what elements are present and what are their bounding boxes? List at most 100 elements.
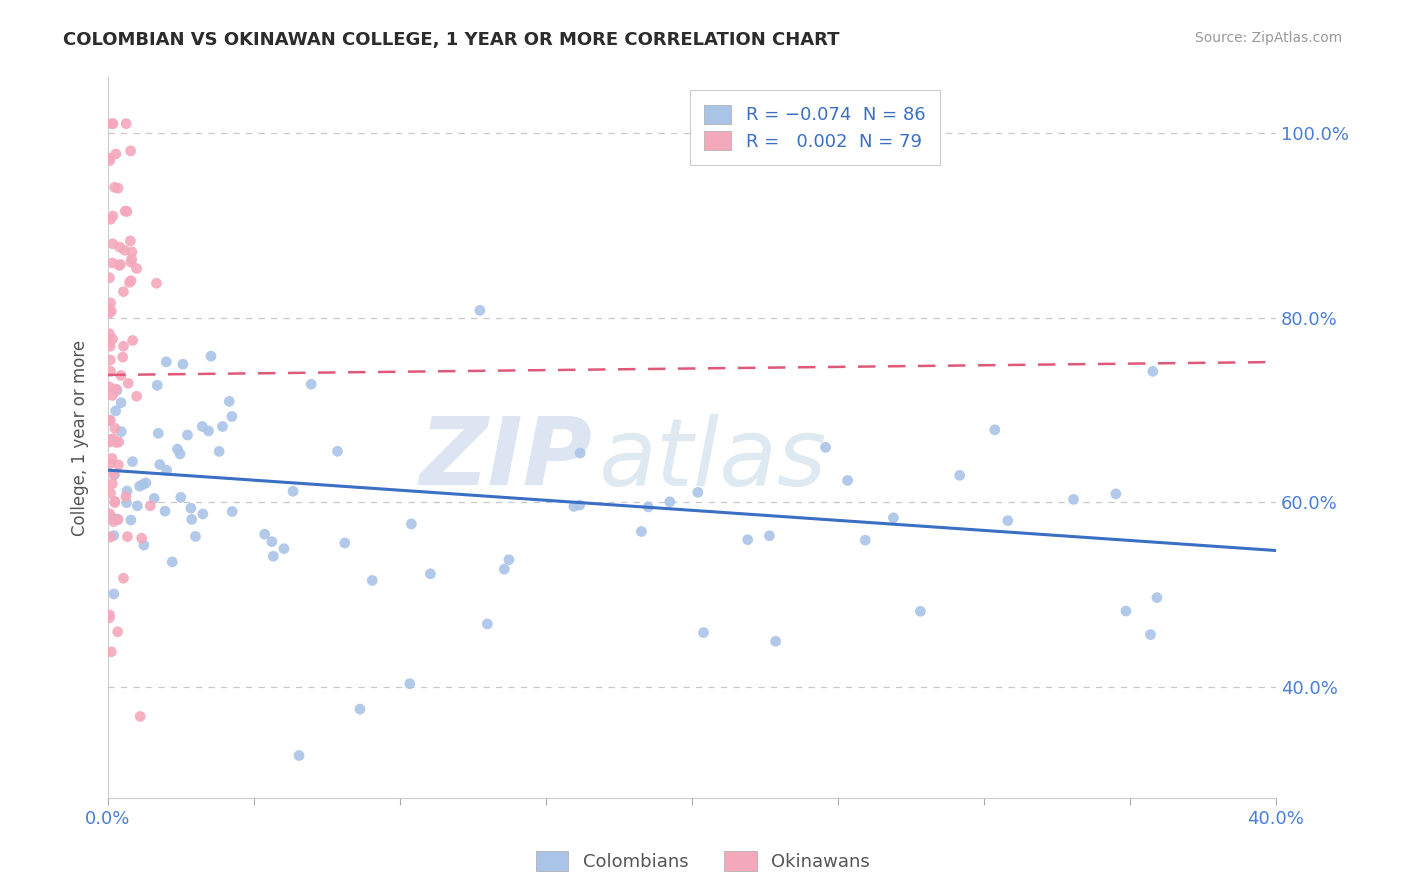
Point — [103, 587, 125, 601]
Point — [98, 380, 121, 394]
Point — [98, 339, 121, 353]
Point — [197, 424, 219, 438]
Point — [98, 326, 121, 341]
Point — [103, 511, 125, 525]
Point — [98, 302, 121, 317]
Point — [191, 507, 214, 521]
Point — [419, 566, 441, 581]
Point — [155, 355, 177, 369]
Point — [853, 533, 876, 548]
Point — [107, 458, 129, 472]
Point — [146, 378, 169, 392]
Point — [737, 533, 759, 547]
Point — [120, 255, 142, 269]
Point — [180, 512, 202, 526]
Point — [882, 511, 904, 525]
Point — [180, 501, 202, 516]
Point — [568, 498, 591, 512]
Point — [101, 388, 124, 402]
Point — [1115, 604, 1137, 618]
Point — [361, 574, 384, 588]
Point — [637, 500, 659, 514]
Point — [115, 483, 138, 498]
Point — [107, 512, 129, 526]
Point — [115, 496, 138, 510]
Point — [121, 454, 143, 468]
Point — [145, 277, 167, 291]
Point — [115, 204, 138, 219]
Point — [477, 617, 499, 632]
Point — [100, 304, 122, 318]
Point — [98, 413, 121, 427]
Point — [125, 389, 148, 403]
Point — [148, 426, 170, 441]
Point — [692, 625, 714, 640]
Point — [104, 421, 127, 435]
Point — [910, 604, 932, 618]
Point — [112, 339, 135, 353]
Point — [98, 151, 121, 165]
Point — [98, 270, 121, 285]
Point — [101, 476, 124, 491]
Point — [98, 335, 121, 350]
Point — [191, 419, 214, 434]
Point — [98, 413, 121, 427]
Point — [814, 441, 837, 455]
Point — [111, 350, 134, 364]
Point — [103, 432, 125, 446]
Point — [105, 384, 128, 398]
Point — [1142, 364, 1164, 378]
Point — [101, 332, 124, 346]
Point — [108, 240, 131, 254]
Point — [208, 444, 231, 458]
Point — [110, 425, 132, 439]
Point — [149, 458, 172, 472]
Point — [100, 117, 122, 131]
Point — [104, 180, 127, 194]
Point — [398, 676, 420, 690]
Point — [143, 491, 166, 506]
Point — [221, 504, 243, 518]
Point — [349, 702, 371, 716]
Point — [117, 530, 139, 544]
Point — [117, 376, 139, 391]
Point — [135, 475, 157, 490]
Point — [103, 467, 125, 482]
Point — [104, 494, 127, 508]
Point — [129, 709, 152, 723]
Legend: Colombians, Okinawans: Colombians, Okinawans — [529, 844, 877, 879]
Point — [104, 404, 127, 418]
Point — [121, 252, 143, 266]
Point — [262, 549, 284, 564]
Point — [156, 463, 179, 477]
Legend: R = −0.074  N = 86, R =   0.002  N = 79: R = −0.074 N = 86, R = 0.002 N = 79 — [690, 90, 939, 165]
Point — [125, 261, 148, 276]
Point — [837, 474, 859, 488]
Point — [498, 552, 520, 566]
Point — [132, 538, 155, 552]
Point — [333, 536, 356, 550]
Point — [98, 306, 121, 320]
Point — [1139, 627, 1161, 641]
Point — [288, 748, 311, 763]
Point — [101, 451, 124, 466]
Point — [115, 117, 138, 131]
Point — [401, 516, 423, 531]
Point — [101, 209, 124, 223]
Point — [98, 607, 121, 622]
Point — [120, 144, 142, 158]
Point — [120, 513, 142, 527]
Point — [98, 530, 121, 544]
Point — [104, 147, 127, 161]
Point — [98, 434, 121, 449]
Point — [128, 479, 150, 493]
Point — [100, 645, 122, 659]
Point — [281, 484, 304, 499]
Point — [170, 491, 193, 505]
Point — [121, 244, 143, 259]
Point — [200, 349, 222, 363]
Point — [765, 634, 787, 648]
Point — [569, 446, 592, 460]
Point — [169, 447, 191, 461]
Point — [1105, 487, 1128, 501]
